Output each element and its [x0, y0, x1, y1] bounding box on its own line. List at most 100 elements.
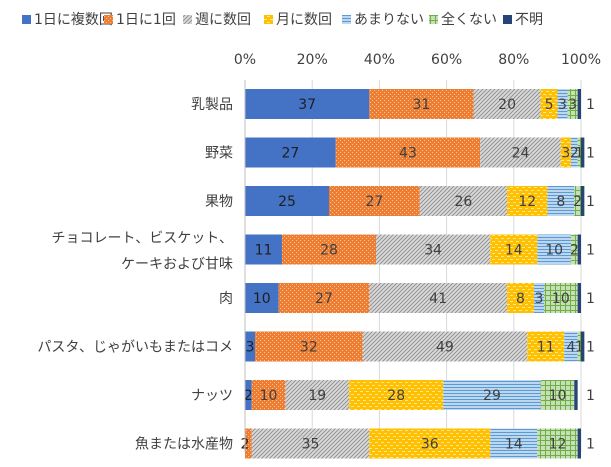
data-label: 3 [561, 146, 570, 162]
data-label: 10 [260, 388, 278, 404]
bar-segment [574, 380, 578, 410]
category-label: 肉 [219, 291, 233, 307]
data-label: 28 [387, 388, 405, 404]
data-label: 1 [575, 146, 584, 162]
bar-segment [540, 89, 558, 119]
bar-segment [480, 137, 561, 168]
bar-segment [507, 283, 534, 313]
x-tick-label: 80% [498, 52, 529, 68]
bar-segment [245, 331, 256, 362]
data-label: 10 [552, 291, 570, 307]
bar-segment [245, 428, 252, 459]
x-tick-label: 100% [561, 52, 601, 68]
category-label: ナッツ [191, 388, 233, 404]
category-label: チョコレート、ビスケット、 [52, 231, 233, 247]
legend-label: あまりない [354, 12, 424, 28]
bar-segment [245, 137, 336, 168]
data-label-unknown: 1 [586, 243, 595, 259]
data-label: 19 [308, 388, 326, 404]
x-tick-label: 0% [234, 52, 256, 68]
x-tick-label: 60% [431, 52, 462, 68]
legend-swatch [104, 15, 113, 24]
bar-segment [574, 186, 581, 216]
data-label: 10 [253, 291, 271, 307]
data-label: 11 [255, 243, 273, 259]
legend-swatch [22, 15, 31, 24]
bar-segment [281, 234, 377, 265]
data-label-unknown: 1 [586, 97, 595, 113]
legend-swatch [503, 15, 512, 24]
category-label: パスタ、じゃがいもまたはコメ [37, 340, 233, 356]
data-label: 26 [454, 194, 472, 210]
bar-segment [527, 331, 565, 362]
bar-segment [570, 234, 578, 265]
bar-segment [577, 283, 581, 313]
legend-label: 1日に1回 [116, 12, 176, 28]
data-label: 43 [399, 146, 417, 162]
data-label: 3 [568, 97, 577, 113]
category-label: 乳製品 [191, 97, 233, 113]
bar-segment [278, 283, 370, 313]
data-label: 41 [429, 291, 447, 307]
x-tick-label: 20% [297, 52, 328, 68]
data-label: 24 [512, 146, 530, 162]
bar-segment [577, 137, 581, 168]
data-label-unknown: 1 [586, 340, 595, 356]
bar-segment [507, 186, 548, 216]
bar-segment [533, 283, 545, 313]
bar-segment [329, 186, 420, 216]
bar-segment [376, 234, 491, 265]
data-label: 3 [535, 291, 544, 307]
legend-swatch [264, 15, 273, 24]
data-label: 10 [549, 388, 567, 404]
data-label: 25 [278, 194, 296, 210]
legend-label: 月に数回 [276, 12, 332, 28]
data-label: 37 [298, 97, 316, 113]
data-label: 27 [315, 291, 333, 307]
data-label: 49 [436, 340, 454, 356]
data-label-unknown: 1 [586, 146, 595, 162]
data-label: 20 [498, 97, 516, 113]
x-axis-ticks: 0% 20% 40% 60% 80% 100% [234, 52, 601, 68]
bar-segment [473, 89, 541, 119]
bar-segment [490, 428, 538, 459]
bar-segment [544, 283, 578, 313]
legend-swatch [342, 15, 351, 24]
data-label: 10 [545, 243, 563, 259]
bar-segment [443, 380, 541, 410]
data-label: 12 [518, 194, 536, 210]
bar-segment [581, 137, 585, 168]
bar-segment [362, 331, 528, 362]
legend-swatch [429, 15, 438, 24]
right-end-labels: 1 1 1 1 1 1 1 1 [586, 97, 595, 453]
data-label: 32 [300, 340, 318, 356]
category-label: ケーキおよび甘味 [121, 257, 233, 273]
data-label: 2 [570, 243, 579, 259]
data-label: 27 [281, 146, 299, 162]
data-label: 3 [246, 340, 255, 356]
data-label-unknown: 1 [586, 291, 595, 307]
bar-segment [577, 234, 581, 265]
bar-segment [419, 186, 508, 216]
legend-label: 1日に複数回 [34, 11, 113, 28]
bar-segment [537, 234, 571, 265]
data-label: 8 [556, 194, 565, 210]
data-label: 29 [483, 388, 501, 404]
bar-segment [369, 428, 491, 459]
data-label-unknown: 1 [586, 437, 595, 453]
bar-segment [251, 428, 370, 459]
data-label: 27 [365, 194, 383, 210]
bar-segment [251, 380, 286, 410]
data-label: 36 [421, 437, 439, 453]
data-label: 28 [320, 243, 338, 259]
data-label: 8 [516, 291, 525, 307]
data-label-unknown: 1 [586, 388, 595, 404]
bar-segment [537, 428, 578, 459]
bars [245, 89, 585, 459]
legend-label: 不明 [515, 12, 543, 28]
x-tick-label: 40% [364, 52, 395, 68]
bar-segment [567, 89, 578, 119]
data-label: 11 [537, 340, 555, 356]
bar-segment [335, 137, 481, 168]
